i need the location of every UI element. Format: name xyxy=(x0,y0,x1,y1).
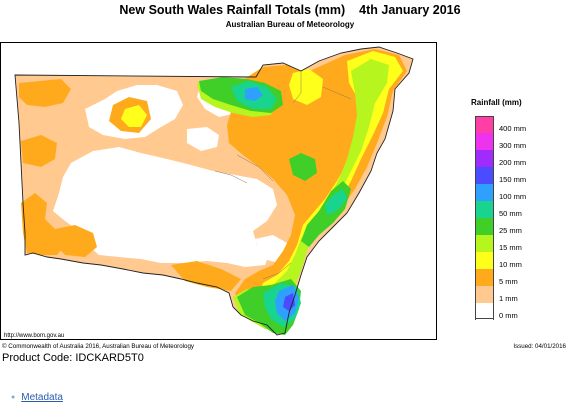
rain-5mm-band-west xyxy=(21,135,57,167)
legend-title: Rainfall (mm) xyxy=(471,98,522,107)
legend-label: 400 mm xyxy=(499,124,527,133)
legend-label: 200 mm xyxy=(499,158,527,167)
rain-150mm-spot xyxy=(283,293,295,311)
contour-lines xyxy=(214,71,352,280)
legend-label: 15 mm xyxy=(499,243,522,252)
issued-date: Issued: 04/01/2016 xyxy=(513,343,566,350)
legend-label: 50 mm xyxy=(499,209,522,218)
rain-10mm-band-central xyxy=(121,105,147,127)
product-code: Product Code: IDCKARD5T0 xyxy=(2,352,144,364)
metadata-link[interactable]: Metadata xyxy=(21,392,63,403)
map-title: New South Wales Rainfall Totals (mm) 4th … xyxy=(0,3,580,17)
rain-5mm-band-midwest xyxy=(53,225,97,257)
dry-region-east-pocket xyxy=(187,127,219,151)
legend-label: 0 mm xyxy=(499,311,518,320)
legend-label: 10 mm xyxy=(499,260,522,269)
rain-25mm-band-mideast xyxy=(289,153,317,181)
legend-label: 300 mm xyxy=(499,141,527,150)
rain-10mm-band-north xyxy=(289,69,323,105)
dry-region-west xyxy=(53,147,277,267)
metadata-item: ● Metadata xyxy=(11,392,63,403)
rain-5mm-band-south xyxy=(171,261,241,291)
source-url: http://www.bom.gov.au xyxy=(4,333,65,339)
legend-frame xyxy=(475,116,494,319)
rain-50mm-band-coast xyxy=(325,189,347,215)
legend-label: 25 mm xyxy=(499,226,522,235)
map-date: 4th January 2016 xyxy=(359,3,461,17)
map-subtitle: Australian Bureau of Meteorology xyxy=(225,20,355,29)
rainfall-map-graphic xyxy=(14,46,414,336)
copyright-text: © Commonwealth of Australia 2016, Austra… xyxy=(2,343,195,350)
legend-label: 100 mm xyxy=(499,192,527,201)
bullet-icon: ● xyxy=(11,393,16,401)
rain-5mm-band-northwest xyxy=(19,79,71,107)
rainfall-map xyxy=(0,42,437,340)
legend-label: 150 mm xyxy=(499,175,527,184)
state-boundary xyxy=(14,46,414,336)
legend-label: 1 mm xyxy=(499,294,518,303)
rain-100mm-band-north xyxy=(245,87,263,101)
rain-15mm-band-coast xyxy=(269,59,389,307)
legend-label: 5 mm xyxy=(499,277,518,286)
map-title-text: New South Wales Rainfall Totals (mm) xyxy=(119,3,346,17)
